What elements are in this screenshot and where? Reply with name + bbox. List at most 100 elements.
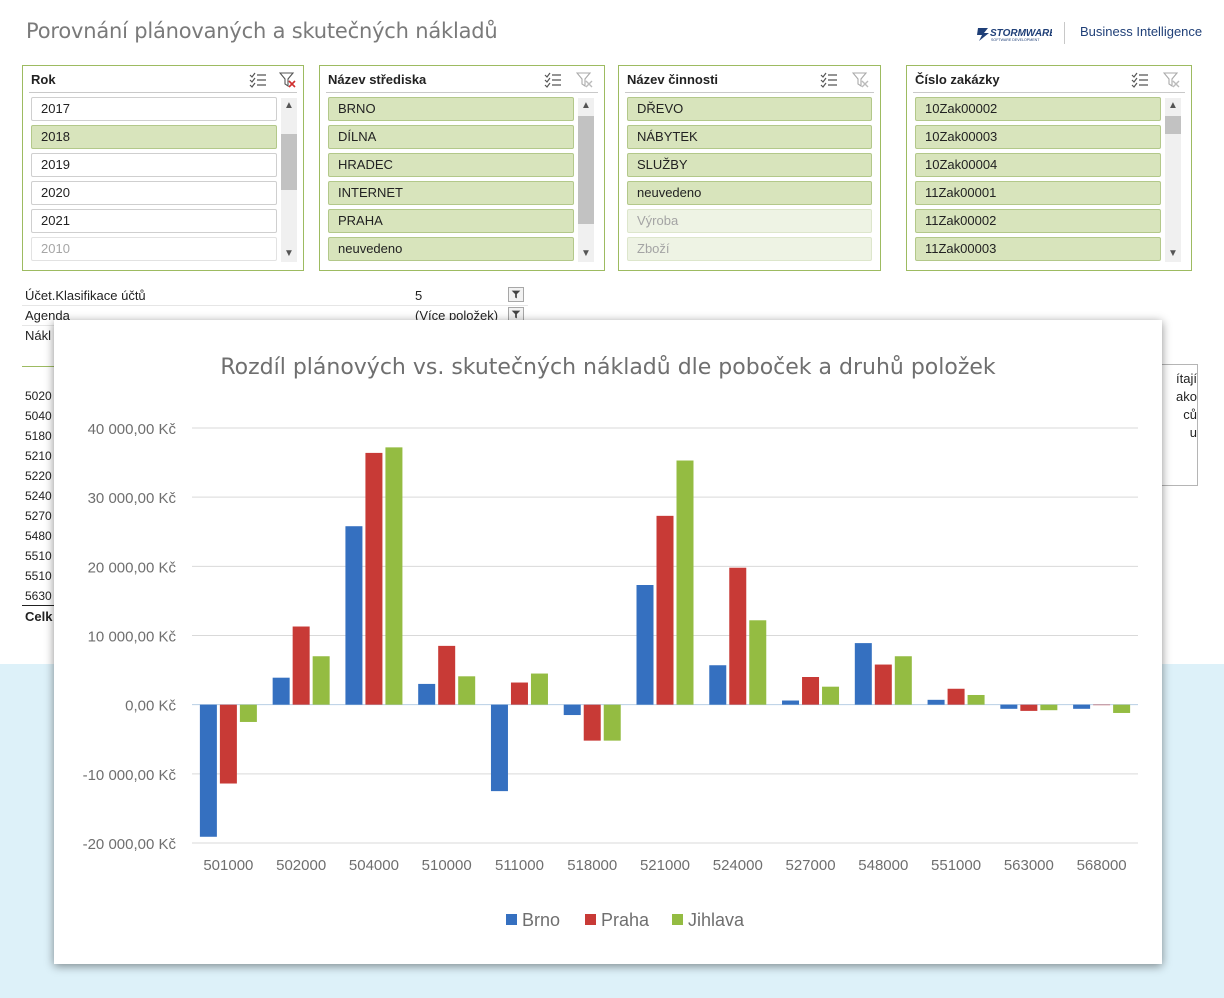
bar-brno[interactable]	[272, 677, 290, 705]
slicer-divider	[913, 92, 1185, 93]
legend-entry-brno[interactable]: Brno	[506, 910, 560, 930]
slicer-item[interactable]: INTERNET	[328, 181, 574, 205]
bar-brno[interactable]	[418, 683, 436, 705]
slicer-item[interactable]: 2018	[31, 125, 277, 149]
bar-jihlava[interactable]	[239, 704, 257, 722]
multi-select-icon[interactable]	[249, 71, 267, 89]
scroll-thumb[interactable]	[578, 116, 594, 224]
bar-jihlava[interactable]	[1040, 704, 1058, 711]
business-intelligence-label: Business Intelligence	[1080, 24, 1203, 39]
bar-brno[interactable]	[854, 643, 872, 705]
bar-praha[interactable]	[583, 704, 601, 741]
slicer-item[interactable]: neuvedeno	[328, 237, 574, 261]
bar-praha[interactable]	[438, 645, 456, 705]
bar-brno[interactable]	[490, 704, 508, 792]
bar-praha[interactable]	[292, 626, 310, 705]
legend-entry-praha[interactable]: Praha	[585, 910, 650, 930]
scroll-thumb[interactable]	[281, 134, 297, 190]
slicer-item[interactable]: NÁBYTEK	[627, 125, 872, 149]
slicer-item[interactable]: neuvedeno	[627, 181, 872, 205]
bar-brno[interactable]	[927, 699, 945, 705]
clear-filter-icon[interactable]	[1163, 71, 1181, 89]
slicer-item[interactable]: 2020	[31, 181, 277, 205]
scroll-up-icon[interactable]: ▲	[284, 100, 294, 111]
scroll-down-icon[interactable]: ▼	[284, 248, 294, 259]
slicer-item[interactable]: DÍLNA	[328, 125, 574, 149]
bar-praha[interactable]	[219, 704, 237, 784]
scroll-down-icon[interactable]: ▼	[1168, 248, 1178, 259]
scroll-up-icon[interactable]: ▲	[581, 100, 591, 111]
slicer-item[interactable]: 10Zak00003	[915, 125, 1161, 149]
bar-jihlava[interactable]	[603, 704, 621, 741]
bar-jihlava[interactable]	[385, 447, 403, 705]
multi-select-icon[interactable]	[820, 71, 838, 89]
slicer-scrollbar[interactable]: ▲ ▼	[578, 98, 594, 262]
slicer-item[interactable]: 2019	[31, 153, 277, 177]
bar-jihlava[interactable]	[312, 656, 330, 705]
bar-brno[interactable]	[636, 585, 654, 705]
slicer-item[interactable]: 2021	[31, 209, 277, 233]
bar-jihlava[interactable]	[676, 460, 694, 705]
multi-select-icon[interactable]	[1131, 71, 1149, 89]
bar-jihlava[interactable]	[458, 676, 476, 705]
bar-praha[interactable]	[947, 688, 965, 705]
bar-jihlava[interactable]	[967, 694, 985, 705]
multi-select-icon[interactable]	[544, 71, 562, 89]
slicer-scrollbar[interactable]: ▲ ▼	[1165, 98, 1181, 262]
logo-subtext: SOFTWARE DEVELOPMENT	[991, 38, 1040, 42]
slicer-item[interactable]: HRADEC	[328, 153, 574, 177]
slicer-item[interactable]: 2017	[31, 97, 277, 121]
page-filter-value: 5	[415, 288, 423, 303]
bar-praha[interactable]	[365, 452, 383, 705]
bar-brno[interactable]	[563, 704, 581, 716]
bar-jihlava[interactable]	[1113, 704, 1131, 713]
bar-jihlava[interactable]	[749, 620, 767, 705]
slicer-item[interactable]: 10Zak00002	[915, 97, 1161, 121]
y-tick-label: 40 000,00 Kč	[88, 421, 177, 438]
scroll-thumb[interactable]	[1165, 116, 1181, 134]
slicer-item[interactable]: BRNO	[328, 97, 574, 121]
account-row: 5270	[25, 509, 52, 523]
bar-brno[interactable]	[1073, 704, 1091, 709]
slicer-item[interactable]: 11Zak00001	[915, 181, 1161, 205]
slicer-item[interactable]: Výroba	[627, 209, 872, 233]
clear-filter-icon[interactable]	[279, 71, 297, 89]
filter-dropdown-icon[interactable]	[508, 287, 524, 302]
legend-entry-jihlava[interactable]: Jihlava	[672, 910, 745, 930]
bar-jihlava[interactable]	[822, 686, 840, 705]
scroll-down-icon[interactable]: ▼	[581, 248, 591, 259]
bar-jihlava[interactable]	[894, 656, 912, 705]
clear-filter-icon[interactable]	[576, 71, 594, 89]
chart-card[interactable]: Rozdíl plánových vs. skutečných nákladů …	[54, 320, 1162, 964]
bar-praha[interactable]	[1020, 704, 1038, 711]
slicer-scrollbar[interactable]: ▲ ▼	[281, 98, 297, 262]
filter-dropdown-icon[interactable]	[508, 307, 524, 322]
bar-praha[interactable]	[1093, 704, 1111, 706]
slicer-item[interactable]: 11Zak00003	[915, 237, 1161, 261]
bar-praha[interactable]	[510, 682, 528, 705]
chart-title: Rozdíl plánových vs. skutečných nákladů …	[220, 355, 996, 380]
bar-praha[interactable]	[802, 677, 820, 705]
bar-brno[interactable]	[1000, 704, 1018, 709]
slicer-item[interactable]: PRAHA	[328, 209, 574, 233]
bar-jihlava[interactable]	[530, 673, 548, 705]
bar-praha[interactable]	[874, 664, 892, 705]
slicer-item[interactable]: DŘEVO	[627, 97, 872, 121]
slicer-nazev-strediska: Název střediska BRNO DÍLNA HRADEC INTERN…	[319, 65, 605, 271]
clear-filter-icon[interactable]	[852, 71, 870, 89]
bar-brno[interactable]	[782, 700, 800, 705]
scroll-up-icon[interactable]: ▲	[1168, 100, 1178, 111]
bar-praha[interactable]	[729, 567, 747, 705]
account-row: 5630	[25, 589, 52, 603]
x-tick-label: 501000	[203, 857, 253, 874]
stormware-logo: STORMWARE SOFTWARE DEVELOPMENT	[977, 28, 1052, 42]
slicer-item[interactable]: 11Zak00002	[915, 209, 1161, 233]
bar-brno[interactable]	[199, 704, 217, 837]
slicer-item[interactable]: 10Zak00004	[915, 153, 1161, 177]
slicer-item[interactable]: 2010	[31, 237, 277, 261]
bar-brno[interactable]	[345, 526, 363, 705]
slicer-item[interactable]: Zboží	[627, 237, 872, 261]
bar-brno[interactable]	[709, 665, 727, 705]
bar-praha[interactable]	[656, 515, 674, 705]
slicer-item[interactable]: SLUŽBY	[627, 153, 872, 177]
